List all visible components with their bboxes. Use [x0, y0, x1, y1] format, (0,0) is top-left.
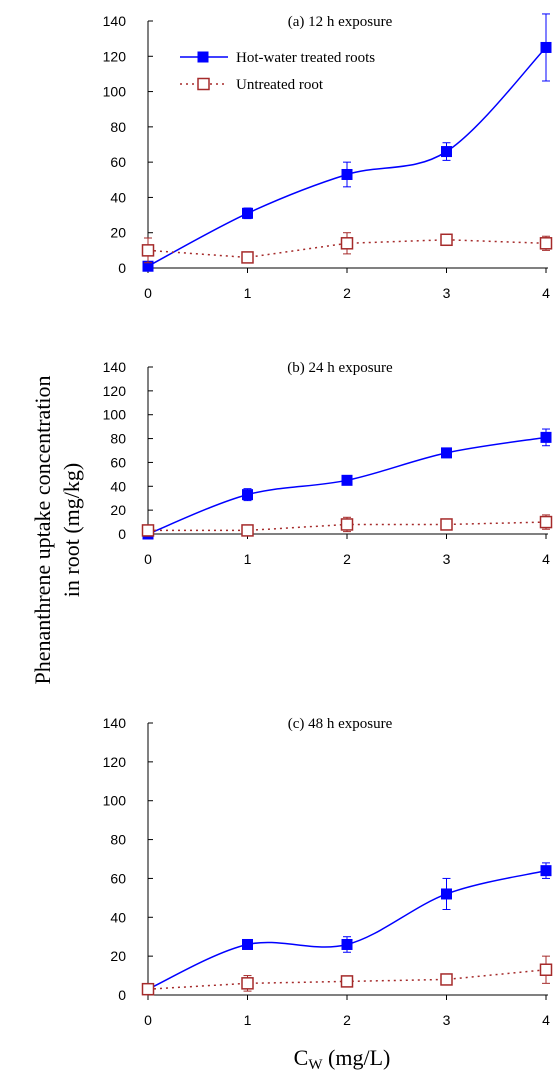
legend-marker-untreated	[197, 77, 210, 91]
y-tick-label: 120	[103, 754, 127, 770]
x-tick-label: 3	[443, 1012, 451, 1028]
data-point	[341, 938, 353, 950]
panel-2: 0 20 40 60 80 100 120 140 0 1 2 3 4 (b) 24 h exposure	[103, 359, 553, 567]
y-tick-label: 20	[110, 502, 126, 518]
y-axis-title-line1: Phenanthrene uptake concentration	[30, 375, 55, 684]
data-point	[242, 489, 253, 501]
data-point	[242, 207, 253, 219]
y-tick-label: 0	[118, 260, 126, 276]
x-tick-label: 2	[343, 551, 351, 567]
data-point	[141, 524, 155, 537]
panel-3: 0 20 40 60 80 100 120 140 0 1 2 3 4 (c) 48 h exposure	[103, 715, 553, 1028]
y-tick-label: 60	[110, 870, 126, 886]
x-tick-label: 4	[542, 551, 550, 567]
x-tick-label: 3	[443, 285, 451, 301]
y-tick-label: 80	[110, 832, 126, 848]
data-point	[340, 518, 354, 531]
series-untreated	[141, 955, 553, 996]
x-tick-label: 2	[343, 1012, 351, 1028]
panel-title: (b) 24 h exposure	[287, 360, 393, 376]
x-tick-label: 1	[244, 1012, 252, 1028]
data-point	[539, 515, 553, 529]
x-axis-title-main: C	[294, 1045, 309, 1070]
panel-title: (c) 48 h exposure	[288, 716, 393, 732]
legend-marker-treated	[197, 51, 209, 63]
x-tick-label: 4	[542, 1012, 550, 1028]
y-tick-label: 60	[110, 154, 126, 170]
x-tick-label: 4	[542, 285, 550, 301]
x-tick-label: 1	[244, 285, 252, 301]
series-line	[147, 239, 547, 259]
y-tick-label: 80	[110, 119, 126, 135]
legend-label-treated: Hot-water treated roots	[236, 50, 375, 66]
data-point	[540, 431, 552, 443]
data-point	[440, 973, 453, 986]
x-tick-label: 3	[443, 551, 451, 567]
data-point	[440, 518, 453, 531]
legend-label-untreated: Untreated root	[236, 77, 324, 93]
legend: Hot-water treated roots Untreated root	[180, 50, 375, 93]
data-point	[241, 524, 254, 537]
y-tick-label: 60	[110, 454, 126, 470]
data-point	[141, 244, 155, 257]
y-tick-label: 120	[103, 383, 127, 399]
y-tick-label: 40	[110, 909, 126, 925]
panel-1: 0 20 40 60 80 100 120 140 0 1 2 3 4 (a) 12 h exposure…	[103, 13, 553, 301]
x-tick-label: 0	[144, 551, 152, 567]
data-point	[241, 977, 254, 990]
y-tick-label: 120	[103, 48, 127, 64]
series-line	[147, 869, 547, 990]
y-tick-label: 100	[103, 407, 127, 423]
series-treated	[142, 13, 552, 272]
y-tick-label: 140	[103, 13, 127, 29]
data-point	[241, 251, 254, 264]
data-point	[341, 474, 353, 486]
y-axis-title-line2: in root (mg/kg)	[59, 463, 84, 597]
y-tick-label: 140	[103, 359, 127, 375]
data-point	[539, 963, 553, 976]
x-axis-title-sub: W	[308, 1057, 323, 1073]
x-tick-label: 1	[244, 551, 252, 567]
data-point	[141, 982, 155, 996]
data-point	[441, 146, 452, 158]
data-point	[539, 237, 553, 250]
y-tick-label: 100	[103, 793, 127, 809]
y-tick-label: 80	[110, 431, 126, 447]
data-point	[540, 865, 552, 877]
y-tick-label: 20	[110, 225, 126, 241]
x-axis-title-unit: (mg/L)	[323, 1045, 391, 1070]
data-point	[340, 237, 354, 250]
y-tick-label: 100	[103, 84, 127, 100]
series-untreated	[141, 232, 553, 264]
y-tick-label: 0	[118, 526, 126, 542]
y-tick-label: 20	[110, 948, 126, 964]
data-point	[540, 41, 552, 53]
data-point	[441, 447, 452, 459]
x-axis-title: CW (mg/L)	[294, 1045, 391, 1073]
data-point	[440, 233, 453, 247]
y-tick-label: 40	[110, 189, 126, 205]
data-point	[242, 938, 253, 950]
y-tick-label: 140	[103, 715, 127, 731]
data-point	[441, 888, 452, 900]
y-tick-label: 40	[110, 478, 126, 494]
series-untreated	[141, 514, 553, 537]
data-point	[340, 975, 354, 988]
x-tick-label: 2	[343, 285, 351, 301]
data-point	[341, 168, 353, 180]
x-tick-label: 0	[144, 1012, 152, 1028]
y-tick-label: 0	[118, 987, 126, 1003]
x-tick-label: 0	[144, 285, 152, 301]
panel-title: (a) 12 h exposure	[288, 14, 393, 30]
